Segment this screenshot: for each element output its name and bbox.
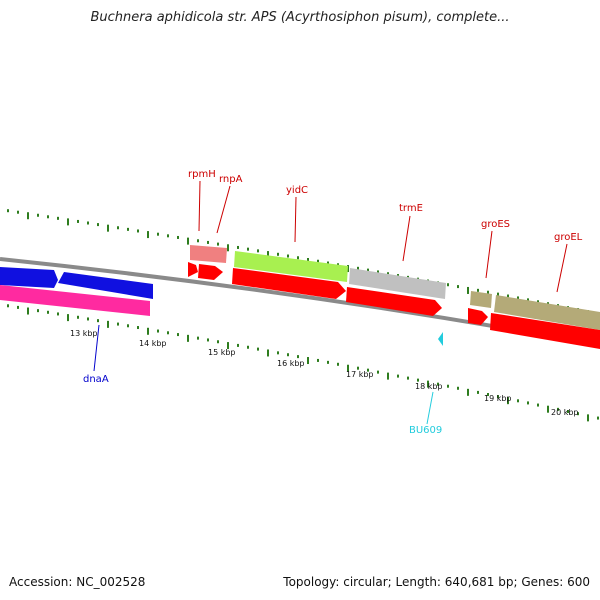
scale-label: 14 kbp bbox=[139, 339, 167, 348]
rpmH-leader bbox=[198, 180, 201, 232]
groEL-gene-feature[interactable] bbox=[494, 295, 600, 330]
scale-label: 20 kbp bbox=[551, 408, 579, 417]
gene-label-groEL[interactable]: groEL bbox=[554, 232, 583, 243]
yidC-cds-feature[interactable] bbox=[232, 268, 346, 299]
scale-label: 18 kbp bbox=[415, 382, 443, 391]
rnpA-leader bbox=[216, 185, 231, 234]
scale-label: 19 kbp bbox=[484, 394, 512, 403]
BU609-leader bbox=[426, 391, 434, 425]
BU609-gene-feature[interactable] bbox=[438, 332, 443, 346]
accession-label: Accession: NC_002528 bbox=[9, 575, 146, 589]
groEL-leader bbox=[556, 243, 568, 293]
scale-label: 15 kbp bbox=[208, 348, 236, 357]
gene-label-dnaA[interactable]: dnaA bbox=[83, 374, 109, 385]
yidC-leader bbox=[294, 196, 297, 243]
scale-label: 13 kbp bbox=[70, 329, 98, 338]
scale-labels: 13 kbp 14 kbp 15 kbp 16 kbp 17 kbp 18 kbp 19 k… bbox=[70, 329, 579, 417]
topology-summary: Topology: circular; Length: 640,681 bp; … bbox=[283, 575, 590, 589]
dnaA-gene-feature[interactable] bbox=[0, 267, 58, 288]
gene-label-trmE[interactable]: trmE bbox=[399, 203, 423, 214]
scale-label: 17 kbp bbox=[346, 370, 374, 379]
groES-cds-feature[interactable] bbox=[468, 308, 488, 325]
dnaA-leader bbox=[93, 324, 100, 372]
rpmH-gene-feature[interactable] bbox=[190, 245, 227, 263]
gene-label-yidC[interactable]: yidC bbox=[286, 185, 308, 196]
dnaA-gene-feature-2[interactable] bbox=[58, 272, 153, 299]
gene-label-rnpA[interactable]: rnpA bbox=[219, 174, 243, 185]
yidC-gene-feature[interactable] bbox=[234, 251, 348, 282]
trmE-leader bbox=[402, 215, 411, 262]
gene-label-groES[interactable]: groES bbox=[481, 219, 510, 230]
dnaA-cds-feature[interactable] bbox=[0, 285, 150, 316]
groES-leader bbox=[485, 230, 493, 279]
gene-label-rpmH[interactable]: rpmH bbox=[188, 169, 216, 180]
map-title: Buchnera aphidicola str. APS (Acyrthosip… bbox=[90, 10, 510, 25]
groES-gene-feature[interactable] bbox=[470, 291, 492, 308]
rnpA-cds-feature[interactable] bbox=[198, 264, 223, 280]
scale-label: 16 kbp bbox=[277, 359, 305, 368]
trmE-gene-feature[interactable] bbox=[349, 268, 446, 299]
groEL-cds-feature[interactable] bbox=[490, 313, 600, 349]
gene-label-BU609[interactable]: BU609 bbox=[409, 425, 442, 436]
scale-ticks bbox=[7, 209, 599, 422]
trmE-cds-feature[interactable] bbox=[346, 287, 442, 316]
rpmH-cds-feature[interactable] bbox=[188, 262, 198, 277]
